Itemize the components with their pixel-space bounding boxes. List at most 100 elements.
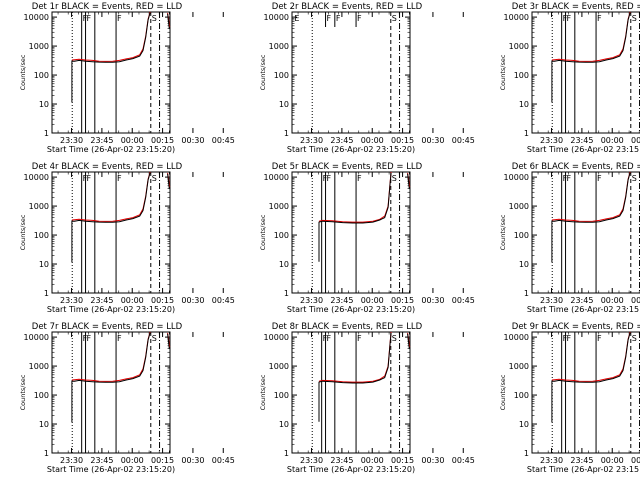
event-marker-label: F xyxy=(563,174,568,183)
event-marker-label: S xyxy=(392,14,397,23)
events-series-line xyxy=(167,333,170,349)
x-tick-label: 00:00 xyxy=(361,136,384,145)
y-tick-label: 1 xyxy=(44,129,49,138)
x-tick-label: 00:45 xyxy=(452,456,475,465)
x-tick-label: 23:45 xyxy=(330,136,353,145)
event-marker-label: S xyxy=(632,174,637,183)
x-tick-label: 00:15 xyxy=(151,136,174,145)
chart-panel: Det 4r BLACK = Events, RED = LLD 1 10 100 10… xyxy=(19,162,235,314)
y-tick-label: 1 xyxy=(284,129,289,138)
y-tick-label: 10000 xyxy=(264,13,289,22)
y-tick-label: 1000 xyxy=(269,362,289,371)
events-series-line xyxy=(318,172,392,262)
event-marker-label: F xyxy=(357,334,362,343)
y-tick-label: 10000 xyxy=(264,333,289,342)
y-tick-label: 10000 xyxy=(504,333,529,342)
x-axis-label: Start Time (26-Apr-02 23:15:20) xyxy=(527,305,640,314)
y-tick-label: 100 xyxy=(274,391,289,400)
event-marker-label: S xyxy=(632,14,637,23)
event-marker-label: F xyxy=(597,174,602,183)
x-tick-label: 23:45 xyxy=(330,296,353,305)
x-tick-label: 00:00 xyxy=(361,456,384,465)
y-tick-label: 1 xyxy=(44,449,49,458)
panel-title: Det 9r BLACK = Events, RED = LLD xyxy=(512,322,640,332)
y-tick-label: 10000 xyxy=(24,333,49,342)
x-axis-label: Start Time (26-Apr-02 23:15:20) xyxy=(287,305,415,314)
x-tick-label: 23:45 xyxy=(330,456,353,465)
y-tick-label: 100 xyxy=(274,231,289,240)
x-tick-label: 00:30 xyxy=(181,136,204,145)
y-tick-label: 1 xyxy=(284,449,289,458)
y-tick-label: 10 xyxy=(279,260,289,269)
y-axis-label: Counts/sec xyxy=(259,214,267,250)
plot-frame xyxy=(51,331,171,454)
x-tick-label: 00:15 xyxy=(631,136,640,145)
y-tick-label: 10 xyxy=(279,100,289,109)
event-marker-label: F xyxy=(597,334,602,343)
y-tick-label: 1000 xyxy=(269,202,289,211)
y-tick-label: 100 xyxy=(34,231,49,240)
x-axis-label: Start Time (26-Apr-02 23:15:20) xyxy=(47,305,175,314)
x-tick-label: 00:30 xyxy=(181,456,204,465)
y-tick-label: 10 xyxy=(519,420,529,429)
chart-panel: Det 9r BLACK = Events, RED = LLD 1 10 100 10… xyxy=(499,322,640,474)
event-marker-label: F xyxy=(597,14,602,23)
event-marker-label: S xyxy=(152,14,157,23)
plot-frame xyxy=(51,11,171,134)
y-tick-label: 100 xyxy=(274,71,289,80)
x-tick-label: 23:30 xyxy=(540,296,563,305)
panel-title: Det 1r BLACK = Events, RED = LLD xyxy=(32,2,183,12)
x-tick-label: 00:30 xyxy=(421,456,444,465)
event-marker-label: F xyxy=(563,334,568,343)
event-marker-label: F xyxy=(336,14,341,23)
events-series-line xyxy=(167,13,170,29)
event-marker-label: S xyxy=(152,174,157,183)
y-tick-label: 1000 xyxy=(29,42,49,51)
x-tick-label: 00:00 xyxy=(601,456,624,465)
x-tick-label: 00:30 xyxy=(421,296,444,305)
y-tick-label: 10 xyxy=(39,260,49,269)
x-tick-label: 00:45 xyxy=(212,456,235,465)
x-axis-label: Start Time (26-Apr-02 23:15:20) xyxy=(287,465,415,474)
plot-frame xyxy=(291,171,411,294)
events-series-line xyxy=(407,333,410,349)
event-marker-label: F xyxy=(327,334,332,343)
x-tick-label: 23:45 xyxy=(570,136,593,145)
chart-panel: Det 5r BLACK = Events, RED = LLD 1 10 100 10… xyxy=(259,162,475,314)
x-tick-label: 00:45 xyxy=(212,296,235,305)
y-tick-label: 10000 xyxy=(504,173,529,182)
events-series-line xyxy=(167,173,170,189)
x-tick-label: 23:30 xyxy=(60,456,83,465)
panel-title: Det 7r BLACK = Events, RED = LLD xyxy=(32,322,183,332)
plot-frame xyxy=(531,331,640,454)
x-tick-label: 23:30 xyxy=(540,136,563,145)
event-marker-label: F xyxy=(357,14,362,23)
y-tick-label: 100 xyxy=(34,391,49,400)
plot-frame xyxy=(291,11,411,134)
event-marker-label: F xyxy=(117,14,122,23)
y-tick-label: 1000 xyxy=(29,362,49,371)
y-tick-label: 1 xyxy=(524,289,529,298)
event-marker-label: F xyxy=(357,174,362,183)
plot-frame xyxy=(291,331,411,454)
y-tick-label: 10 xyxy=(39,100,49,109)
y-tick-label: 100 xyxy=(34,71,49,80)
x-tick-label: 23:45 xyxy=(90,136,113,145)
x-tick-label: 00:15 xyxy=(391,136,414,145)
x-tick-label: 00:15 xyxy=(391,456,414,465)
chart-panel: Det 8r BLACK = Events, RED = LLD 1 10 100 10… xyxy=(259,322,475,474)
x-axis-label: Start Time (26-Apr-02 23:15:20) xyxy=(527,465,640,474)
y-tick-label: 1000 xyxy=(29,202,49,211)
y-axis-label: Counts/sec xyxy=(499,54,507,90)
events-series-line xyxy=(551,332,631,423)
event-marker-label: S xyxy=(392,334,397,343)
x-axis-label: Start Time (26-Apr-02 23:15:20) xyxy=(527,145,640,154)
panel-title: Det 5r BLACK = Events, RED = LLD xyxy=(272,162,423,172)
y-tick-label: 1000 xyxy=(509,202,529,211)
event-marker-label: F xyxy=(563,14,568,23)
panel-title: Det 2r BLACK = Events, RED = LLD xyxy=(272,2,423,12)
x-tick-label: 00:00 xyxy=(601,296,624,305)
events-series-line xyxy=(71,332,151,423)
event-marker-label: F xyxy=(323,334,328,343)
